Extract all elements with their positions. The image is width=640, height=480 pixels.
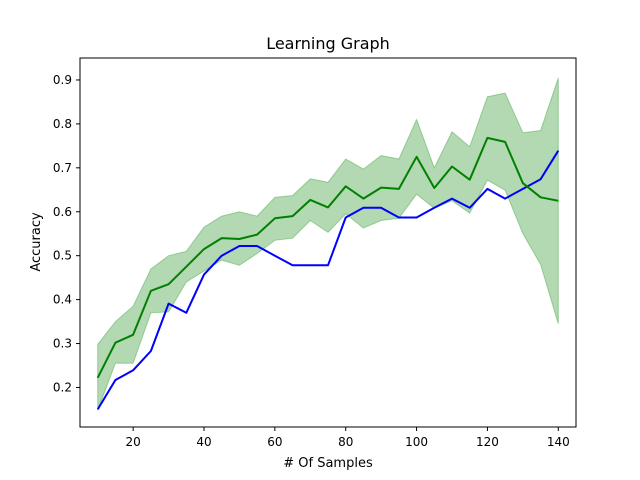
- data-point-0-8: [238, 245, 240, 247]
- data-point-0-24: [522, 188, 524, 190]
- data-point-0-7: [221, 255, 223, 257]
- data-point-0-15: [362, 207, 364, 209]
- data-point-0-0: [97, 408, 99, 410]
- confidence-band: [97, 77, 559, 411]
- y-axis-ticks: 0.2 0.3 0.4 0.5 0.6 0.7 0.8 0.9: [53, 73, 80, 394]
- data-point-0-12: [309, 264, 311, 266]
- plot-area: [79, 57, 577, 428]
- x-tick-label: 120: [476, 435, 499, 449]
- chart-title: Learning Graph: [266, 34, 390, 53]
- data-point-0-19: [433, 207, 435, 209]
- data-point-1-25: [540, 196, 542, 198]
- data-point-0-6: [203, 274, 205, 276]
- x-axis-ticks: 20 40 60 80 100 120 140: [126, 427, 570, 449]
- data-point-0-10: [274, 255, 276, 257]
- y-tick-label: 0.7: [53, 161, 72, 175]
- data-point-1-0: [97, 377, 99, 379]
- data-point-1-2: [132, 334, 134, 336]
- y-tick-label: 0.2: [53, 380, 72, 394]
- data-point-1-5: [185, 266, 187, 268]
- data-point-0-18: [416, 216, 418, 218]
- series-line-blue: [96, 150, 560, 410]
- data-point-1-15: [362, 198, 364, 200]
- x-tick-label: 60: [267, 435, 282, 449]
- data-point-0-5: [185, 312, 187, 314]
- data-point-1-12: [309, 199, 311, 201]
- data-point-1-20: [451, 166, 453, 168]
- data-point-1-21: [469, 179, 471, 181]
- data-point-0-23: [504, 198, 506, 200]
- data-point-0-1: [114, 379, 116, 381]
- plot-frame: [79, 57, 577, 428]
- x-tick-label: 80: [338, 435, 353, 449]
- data-point-0-9: [256, 245, 258, 247]
- data-point-1-11: [292, 215, 294, 217]
- data-point-1-26: [557, 200, 559, 202]
- data-point-1-18: [416, 156, 418, 158]
- y-tick-label: 0.4: [53, 293, 72, 307]
- data-point-1-3: [150, 290, 152, 292]
- x-tick-label: 20: [126, 435, 141, 449]
- data-point-0-20: [451, 198, 453, 200]
- x-tick-label: 140: [547, 435, 570, 449]
- data-point-0-17: [398, 216, 400, 218]
- data-point-0-2: [132, 369, 134, 371]
- data-point-1-1: [114, 342, 116, 344]
- y-tick-label: 0.5: [53, 249, 72, 263]
- y-tick-label: 0.9: [53, 73, 72, 87]
- data-point-0-22: [486, 188, 488, 190]
- data-point-0-3: [150, 350, 152, 352]
- data-point-0-21: [469, 207, 471, 209]
- x-tick-label: 100: [405, 435, 428, 449]
- series-line-green: [96, 136, 559, 379]
- data-point-1-16: [380, 187, 382, 189]
- data-point-1-4: [168, 283, 170, 285]
- y-axis-label: Accuracy: [29, 212, 44, 272]
- data-point-1-19: [433, 187, 435, 189]
- data-point-0-26: [557, 150, 559, 152]
- data-point-0-11: [292, 264, 294, 266]
- data-point-1-7: [221, 237, 223, 239]
- data-point-0-13: [327, 264, 329, 266]
- y-tick-label: 0.8: [53, 117, 72, 131]
- data-point-1-6: [203, 248, 205, 250]
- y-tick-label: 0.3: [53, 337, 72, 351]
- data-point-1-24: [522, 182, 524, 184]
- data-point-1-23: [504, 141, 506, 143]
- data-point-1-13: [327, 206, 329, 208]
- data-point-0-14: [345, 216, 347, 218]
- data-point-1-17: [398, 188, 400, 190]
- data-point-1-22: [486, 137, 488, 139]
- data-point-0-25: [540, 178, 542, 180]
- data-point-1-14: [345, 185, 347, 187]
- data-point-1-10: [274, 217, 276, 219]
- data-point-1-8: [238, 238, 240, 240]
- data-point-0-4: [168, 303, 170, 305]
- data-point-1-9: [256, 234, 258, 236]
- x-axis-label: # Of Samples: [283, 456, 373, 471]
- x-tick-label: 40: [196, 435, 211, 449]
- y-tick-label: 0.6: [53, 205, 72, 219]
- data-point-0-16: [380, 207, 382, 209]
